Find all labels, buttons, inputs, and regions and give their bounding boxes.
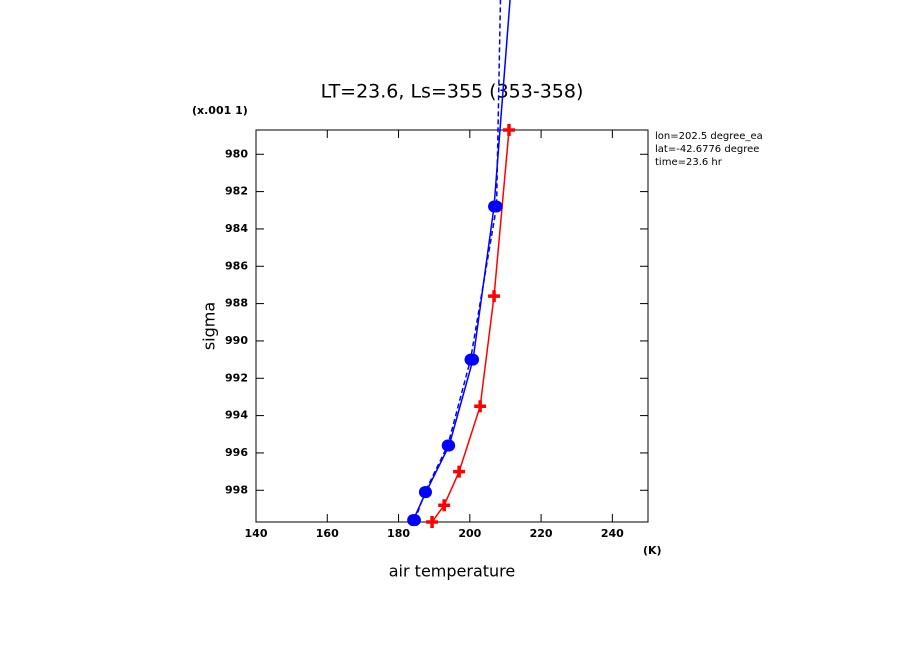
annotation: lat=-42.6776 degree	[655, 144, 759, 155]
x-tick-label: 200	[458, 527, 481, 540]
point-marker	[490, 200, 503, 213]
y-tick-label: 982	[225, 185, 248, 198]
point-marker	[438, 499, 451, 512]
point-marker	[441, 439, 454, 452]
point-marker	[474, 400, 487, 413]
y-axis-label: sigma	[200, 302, 219, 350]
y-tick-label: 992	[225, 371, 248, 384]
y-tick-label: 996	[225, 446, 248, 459]
y-tick-label: 984	[225, 222, 248, 235]
annotation: time=23.6 hr	[655, 157, 723, 168]
annotation: lon=202.5 degree_ea	[655, 131, 763, 142]
point-marker	[426, 516, 439, 528]
point-marker	[453, 465, 466, 478]
point-marker	[488, 290, 501, 303]
y-tick-label: 994	[225, 409, 248, 422]
y-tick-label: 988	[225, 297, 248, 310]
x-axis-label: air temperature	[389, 562, 515, 581]
y-tick-label: 998	[225, 483, 248, 496]
x-unit: (K)	[643, 544, 662, 557]
series-line	[414, 0, 502, 521]
annotations: lon=202.5 degree_ea lat=-42.6776 degree …	[655, 131, 763, 168]
y-tick-label: 980	[225, 147, 248, 160]
series-line	[412, 0, 511, 521]
x-tick-label: 180	[387, 527, 410, 540]
y-scale-note: (x.001 1)	[192, 104, 248, 117]
x-tick-label: 240	[601, 527, 624, 540]
x-tick-label: 160	[316, 527, 339, 540]
plot-frame	[255, 129, 649, 523]
point-marker	[503, 124, 516, 136]
point-marker	[464, 353, 477, 366]
x-tick-label: 140	[245, 527, 268, 540]
point-marker	[408, 514, 421, 527]
x-tick-label: 220	[530, 527, 553, 540]
series-line	[431, 129, 510, 523]
point-marker	[418, 486, 431, 499]
y-tick-label: 990	[225, 334, 248, 347]
chart-title: LT=23.6, Ls=355 (353-358)	[321, 81, 584, 103]
y-tick-label: 986	[225, 259, 248, 272]
